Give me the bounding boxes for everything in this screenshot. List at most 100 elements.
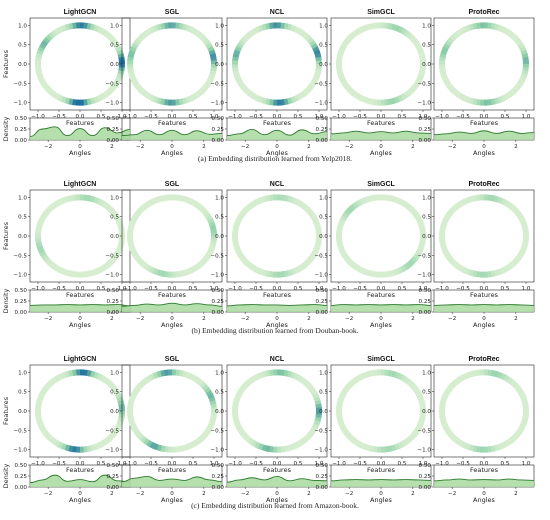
x-tick-label: 0.0	[480, 286, 489, 292]
y-tick-label: 0.0	[319, 409, 328, 415]
ring-segment	[41, 81, 49, 89]
ring-segment	[312, 75, 320, 82]
y-tick-label: 0.25	[316, 474, 329, 480]
y-tick-label: 0.50	[15, 463, 28, 469]
ring-segment	[117, 69, 125, 75]
ring-segment	[234, 46, 242, 53]
ring-segment	[68, 98, 74, 106]
y-tick-label: 1.0	[110, 370, 119, 376]
ring-segment	[387, 98, 394, 106]
ring-segment	[143, 91, 150, 99]
ring-segment	[191, 264, 199, 273]
ring-segment	[142, 29, 150, 38]
ring-segment	[515, 39, 523, 47]
ring-segment	[57, 94, 64, 102]
ring-segment	[362, 268, 368, 276]
ring-segment	[346, 433, 354, 441]
y-tick-label: 0.25	[419, 299, 432, 305]
ring-segment	[234, 248, 242, 255]
ring-segment	[440, 221, 448, 228]
ring-segment	[452, 436, 460, 444]
ring-segment	[207, 247, 215, 254]
ring-segment	[522, 66, 529, 72]
ring-segment	[264, 22, 271, 30]
ring-segment	[286, 370, 293, 378]
ring-segment	[135, 256, 143, 264]
ring-segment	[299, 29, 306, 37]
subplot-protorec: ProtoRec −1.0 −0.5 0.0 0.5 1.0 1.0 0.5 0.0 −0.5 −1…	[417, 181, 535, 329]
y-tick-label: 0.25	[107, 474, 120, 480]
ring-segment	[194, 201, 201, 209]
ring-segment	[346, 381, 354, 389]
y-tick-label: 0.00	[419, 310, 432, 316]
x-tick-label: 2	[110, 491, 114, 497]
subplot-title: ProtoRec	[468, 181, 499, 188]
ring-segment	[257, 196, 264, 204]
ring-segment	[139, 204, 147, 212]
y-tick-label: 0.00	[107, 310, 120, 316]
ring-segment	[107, 433, 115, 441]
ring-segment	[35, 67, 42, 72]
ring-segment	[351, 376, 359, 385]
ring-segment	[441, 423, 449, 430]
ring-segment	[182, 269, 188, 277]
y-tick-label: 0.50	[15, 116, 28, 122]
ring-segment	[139, 32, 147, 40]
ring-segment	[348, 379, 356, 387]
ring-segment	[468, 23, 474, 31]
ring-segment	[439, 242, 447, 248]
ring-segment	[302, 260, 310, 268]
ring-segment	[487, 446, 493, 453]
ring-segment	[387, 22, 393, 30]
ring-segment	[408, 34, 416, 42]
ring-segment	[336, 53, 344, 59]
ring-segment	[304, 34, 312, 42]
y-tick-label: 0.5	[319, 43, 328, 49]
ring-segment	[188, 266, 195, 274]
ring-segment	[343, 384, 352, 391]
y-tick-label: −1.0	[210, 101, 224, 107]
ring-segment	[131, 425, 139, 433]
ring-segment	[410, 36, 418, 44]
ring-segment	[232, 242, 240, 248]
ring-segment	[439, 417, 447, 423]
density-x-axis-label: Angles	[370, 149, 392, 157]
y-tick-label: 0.0	[18, 409, 27, 415]
y-tick-label: 0.25	[316, 299, 329, 305]
panel-caption: (b) Embedding distribution learned from …	[191, 326, 358, 335]
ring-segment	[47, 379, 55, 387]
ring-segment	[500, 26, 507, 34]
x-tick-label: −2	[136, 144, 144, 150]
ring-segment	[440, 245, 448, 251]
ring-segment	[175, 99, 181, 106]
density-line	[433, 478, 535, 482]
x-tick-label: −2	[241, 491, 249, 497]
ring-segment	[280, 99, 286, 106]
circle-x-axis-label: Features	[158, 466, 187, 474]
y-tick-label: 0.25	[15, 127, 28, 133]
circle-x-axis-label: Features	[263, 291, 292, 299]
ring-segment	[99, 264, 107, 273]
ring-segment	[342, 428, 350, 436]
ring-segment	[314, 399, 322, 405]
x-tick-label: 0.0	[377, 286, 386, 292]
y-tick-label: 0.5	[319, 390, 328, 396]
ring-segment	[362, 443, 368, 451]
x-tick-label: 1.0	[315, 461, 324, 467]
ring-segment	[207, 45, 215, 52]
ring-segment	[521, 399, 529, 405]
ring-segment	[351, 29, 359, 38]
ring-segment	[519, 217, 527, 224]
y-tick-label: −0.5	[314, 428, 328, 434]
ring-segment	[418, 399, 426, 405]
ring-segment	[302, 435, 310, 443]
x-tick-label: 0.0	[377, 114, 386, 120]
ring-segment	[458, 93, 465, 101]
y-tick-label: −1.0	[13, 448, 27, 454]
ring-segment	[468, 444, 475, 452]
ring-segment	[408, 381, 416, 389]
ring-segment	[341, 212, 350, 219]
ring-segment	[239, 209, 248, 216]
density-x-axis-label: Angles	[69, 149, 91, 157]
y-tick-label: 0.00	[212, 310, 225, 316]
